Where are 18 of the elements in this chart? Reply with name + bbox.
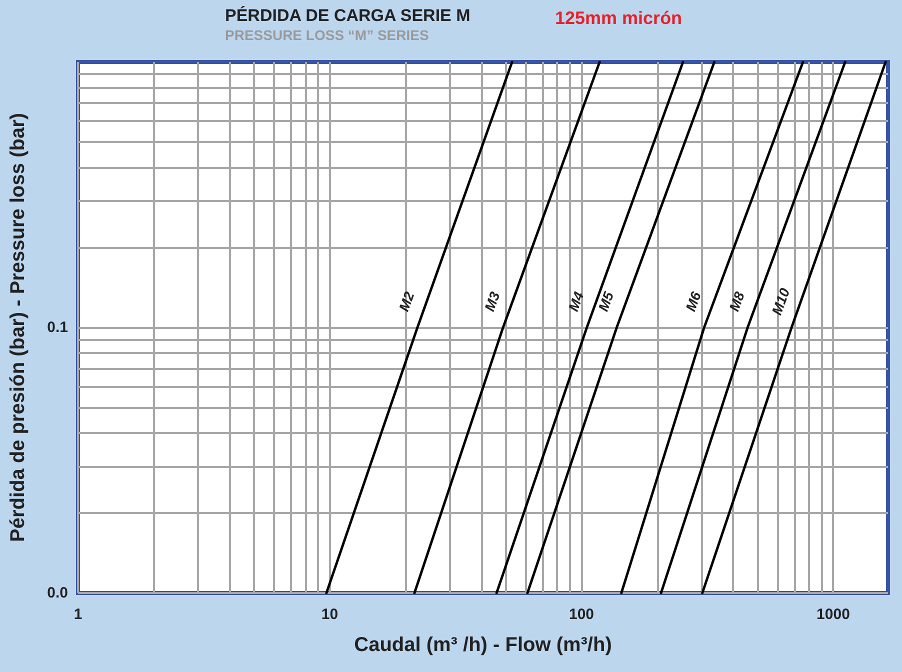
chart-subtitle: PRESSURE LOSS “M” SERIES: [225, 27, 429, 43]
text: M5: [594, 289, 617, 314]
text: M2: [396, 289, 418, 314]
x-axis-title: Caudal (m³ /h) - Flow (m³/h): [354, 634, 612, 656]
text: M10: [768, 286, 793, 318]
x-tick-label: 1: [74, 606, 82, 623]
text: 125mm micrón: [555, 8, 682, 28]
y-axis-title: Pérdida de presión (bar) - Pressure loss (bar): [7, 112, 29, 542]
x-tick-label: 1000: [816, 606, 850, 623]
chart-title: PÉRDIDA DE CARGA SERIE M: [225, 5, 470, 25]
x-tick-label: 100: [568, 606, 594, 623]
text: M3: [481, 289, 503, 314]
text: M6: [682, 289, 704, 314]
x-tick-label: 10: [321, 606, 338, 623]
y-tick-label: 0.0: [47, 584, 68, 602]
text: M4: [564, 289, 587, 314]
y-tick-label: 0.1: [47, 319, 68, 336]
text: M8: [726, 289, 748, 314]
